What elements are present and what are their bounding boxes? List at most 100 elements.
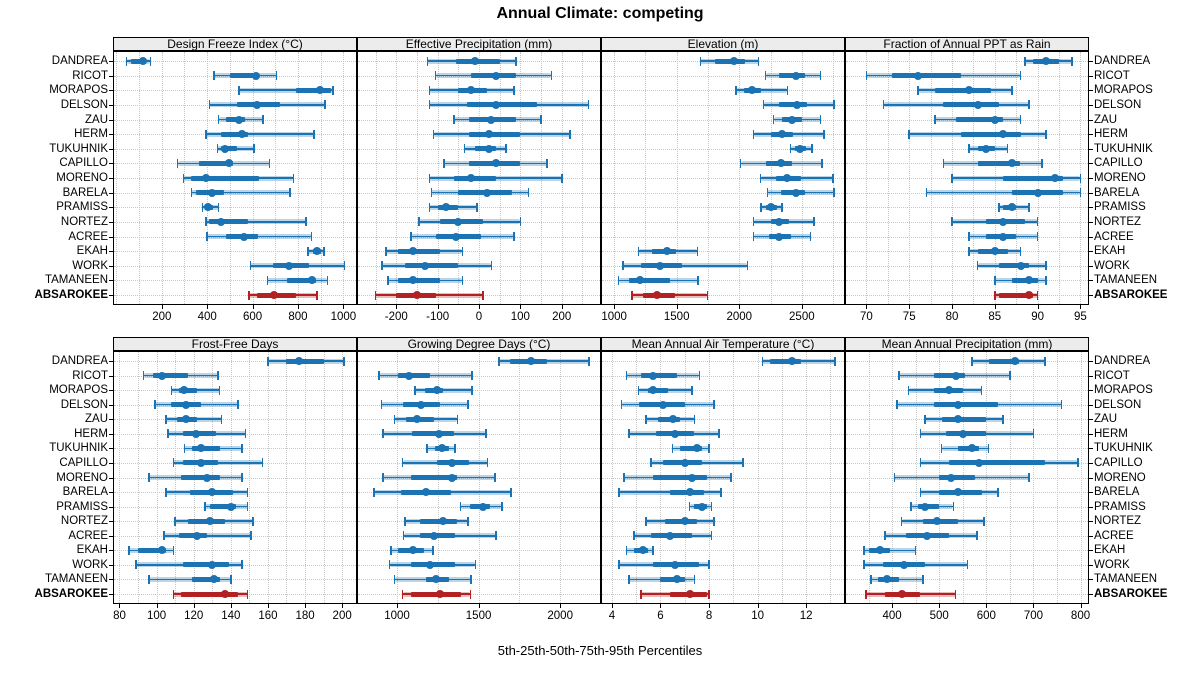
median-dot [635,276,644,285]
interquartile-bar [295,87,331,93]
median-dot [1050,174,1059,182]
median-dot [965,86,974,95]
median-dot [313,247,322,256]
x-axis-tick-label: 1500 [465,610,492,622]
gridline-horizontal [602,221,844,223]
whisker-cap-95th [708,560,710,570]
whisker-cap-5th [443,158,445,168]
x-axis-tick-label: 180 [295,610,315,622]
interquartile-bar [397,373,430,379]
whisker-cap-95th [486,458,489,468]
gridline-horizontal [602,535,844,537]
median-dot [680,458,689,467]
gridline-horizontal [602,119,844,121]
whisker-cap-5th [409,232,412,241]
median-dot [158,546,167,555]
whisker-cap-95th [550,71,553,81]
y-axis-tick-left [109,375,113,377]
y-axis-tick-right [1089,265,1093,267]
whisker-cap-95th [241,560,243,570]
median-dot [990,247,999,256]
whisker-cap-95th [332,85,334,95]
interquartile-bar [138,547,166,553]
whisker-cap-95th [326,275,329,285]
site-label-left: CAPILLO [59,456,108,469]
x-axis-tick-label: 2000 [726,311,753,323]
x-axis-tick [614,305,616,309]
x-axis-tick [161,305,163,309]
whisker-cap-95th [172,545,175,555]
gridline-horizontal [602,564,844,566]
median-dot [783,174,792,182]
whisker-cap-5th [739,158,742,168]
x-axis-tick-label: 120 [184,610,204,622]
whisker-cap-5th [618,487,620,497]
whisker-cap-95th [237,400,240,410]
interquartile-bar [419,518,458,524]
whisker-cap-95th [954,589,957,599]
whisker-cap-95th [914,545,917,555]
site-label-right: MORAPOS [1094,384,1153,397]
interquartile-bar [404,263,459,269]
median-dot [412,291,421,299]
whisker-cap-5th [182,173,185,183]
median-dot [422,488,431,497]
gridline-horizontal [114,375,356,377]
whisker-cap-95th [149,56,152,66]
whisker-cap-95th [1071,56,1073,66]
whisker-cap-95th [230,574,232,584]
median-dot [295,357,304,365]
whisker-cap-95th [494,473,496,482]
x-axis-tick [660,604,662,608]
gridline-horizontal [602,192,844,194]
whisker-cap-95th [1006,144,1009,154]
interquartile-bar [191,576,220,582]
site-label-right: MORAPOS [1094,84,1153,97]
gridline-horizontal [602,361,844,362]
gridline-horizontal [358,594,600,595]
whisker-cap-95th [217,371,219,381]
whisker-cap-95th [268,158,271,168]
whisker-cap-95th [343,356,345,366]
median-dot [158,371,167,380]
x-axis-tick-label: 1000 [384,610,410,622]
whisker-cap-95th [952,502,955,512]
whisker-cap-5th [381,261,383,271]
site-label-left: MORENO [56,471,108,484]
gridline-horizontal [114,207,356,209]
median-dot [944,386,953,395]
whisker-cap-95th [244,429,247,439]
y-axis-tick-left [109,521,113,523]
median-dot [954,415,963,424]
x-axis-tick [801,305,803,309]
site-label-right: TAMANEEN [1094,274,1158,287]
interquartile-bar [653,475,707,480]
interquartile-bar [474,146,496,152]
whisker-cap-95th [469,589,472,599]
y-axis-tick-left [109,236,113,238]
y-axis-tick-left [109,104,113,106]
site-label-left: PRAMISS [56,500,108,513]
whisker-cap-5th [625,545,628,555]
whisker-cap-5th [762,100,765,110]
whisker-cap-5th [387,275,389,285]
whisker-cap-5th [1023,56,1026,66]
median-dot [655,261,664,270]
whisker-cap-95th [713,516,715,526]
whisker-cap-5th [865,71,868,81]
median-dot [662,247,671,256]
whisker-cap-5th [752,232,755,241]
whisker-cap-95th [980,385,983,395]
interquartile-bar [468,131,521,137]
gridline-horizontal [846,236,1088,238]
median-dot [946,473,955,482]
gridline-horizontal [358,251,600,253]
y-axis-tick-right [1089,207,1093,209]
whisker-cap-5th [201,202,204,212]
whisker-cap-5th [645,516,647,526]
y-axis-tick-right [1089,61,1093,62]
gridline-horizontal [846,594,1088,595]
y-axis-tick-right [1089,550,1093,552]
gridline-horizontal [602,207,844,209]
whisker-cap-95th [691,385,693,395]
